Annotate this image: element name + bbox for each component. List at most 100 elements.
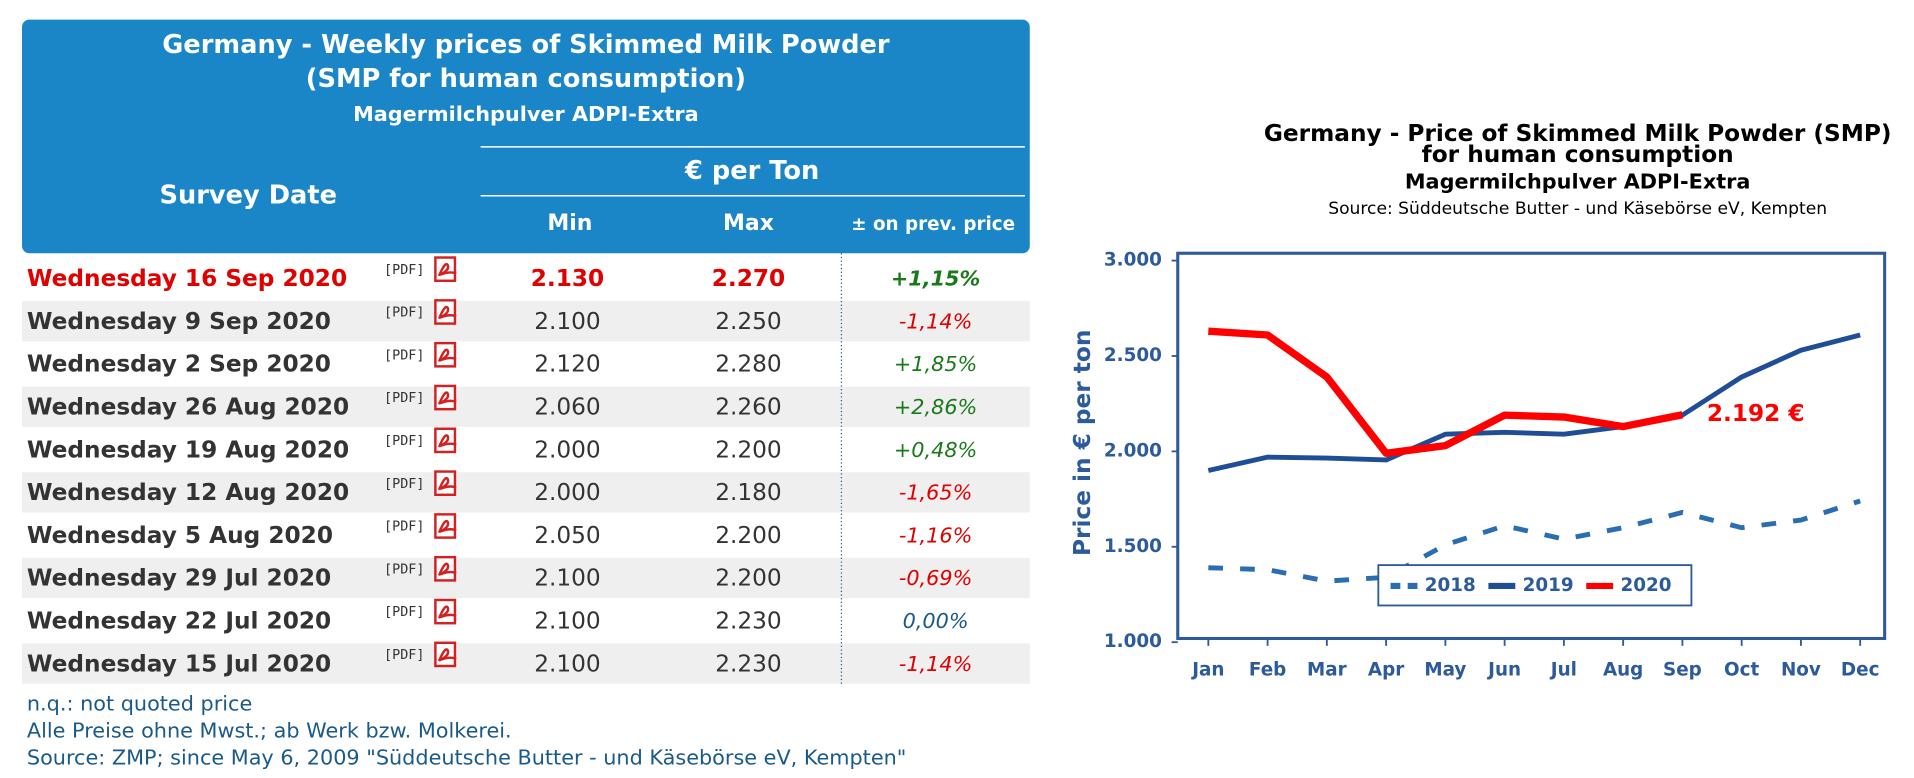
row-date: Wednesday 5 Aug 2020 bbox=[27, 522, 333, 549]
y-tick-label: 1.000 bbox=[1104, 631, 1162, 652]
pdf-label: [PDF] bbox=[384, 520, 424, 535]
pdf-icon[interactable] bbox=[434, 470, 457, 497]
data-annotation: 2.192 € bbox=[1707, 400, 1805, 427]
pdf-label: [PDF] bbox=[384, 306, 424, 321]
pdf-icon[interactable] bbox=[434, 256, 457, 282]
row-min: 2.100 bbox=[534, 607, 600, 634]
x-tick-label: Mar bbox=[1307, 659, 1347, 680]
header-unit: € per Ton bbox=[684, 156, 819, 186]
row-max: 2.200 bbox=[715, 565, 781, 592]
row-max: 2.250 bbox=[715, 308, 781, 335]
pdf-icon[interactable] bbox=[434, 513, 457, 539]
row-max: 2.200 bbox=[715, 436, 781, 463]
table-title: (SMP for human consumption) bbox=[306, 64, 746, 94]
legend-label: 2018 bbox=[1425, 575, 1476, 596]
row-change: +0,48% bbox=[894, 438, 977, 462]
chart-title: for human consumption bbox=[1422, 141, 1734, 168]
x-tick-label: Jun bbox=[1486, 659, 1521, 680]
pdf-label: [PDF] bbox=[384, 605, 424, 620]
row-min: 2.000 bbox=[534, 479, 600, 506]
legend-label: 2019 bbox=[1523, 575, 1574, 596]
plot-frame bbox=[1176, 251, 1887, 641]
pdf-icon[interactable] bbox=[434, 299, 457, 325]
series-line bbox=[1208, 327, 1684, 457]
table-note: Source: ZMP; since May 6, 2009 "Süddeuts… bbox=[27, 745, 906, 769]
y-axis-label: Price in € per ton bbox=[1069, 330, 1096, 556]
row-max: 2.180 bbox=[715, 479, 781, 506]
row-max: 2.260 bbox=[715, 393, 781, 420]
y-tick-label: 1.500 bbox=[1104, 536, 1162, 557]
pdf-icon[interactable] bbox=[434, 427, 457, 454]
table-title: Magermilchpulver ADPI-Extra bbox=[353, 102, 699, 126]
x-tick-label: Aug bbox=[1603, 659, 1643, 680]
table-title: Germany - Weekly prices of Skimmed Milk … bbox=[162, 30, 890, 60]
row-date: Wednesday 22 Jul 2020 bbox=[27, 607, 331, 634]
pdf-icon[interactable] bbox=[434, 555, 457, 582]
table-note: Alle Preise ohne Mwst.; ab Werk bzw. Mol… bbox=[27, 718, 512, 742]
pdf-icon[interactable] bbox=[434, 641, 457, 668]
table-header-bg bbox=[22, 19, 1030, 254]
row-max: 2.270 bbox=[712, 265, 785, 292]
legend-label: 2020 bbox=[1620, 575, 1671, 596]
row-min: 2.000 bbox=[534, 436, 600, 463]
row-max: 2.280 bbox=[715, 351, 781, 378]
x-tick-label: Jul bbox=[1549, 659, 1577, 680]
table-note: n.q.: not quoted price bbox=[27, 692, 252, 716]
row-min: 2.100 bbox=[534, 308, 600, 335]
row-max: 2.230 bbox=[715, 607, 781, 634]
pdf-label: [PDF] bbox=[384, 348, 424, 363]
pdf-label: [PDF] bbox=[384, 562, 424, 577]
row-change: -0,69% bbox=[899, 566, 973, 590]
table-row bbox=[22, 300, 1030, 342]
row-change: +1,85% bbox=[894, 352, 977, 376]
row-min: 2.100 bbox=[534, 565, 600, 592]
row-date: Wednesday 19 Aug 2020 bbox=[27, 436, 349, 463]
y-tick-label: 2.000 bbox=[1104, 440, 1162, 461]
row-change: +1,15% bbox=[891, 267, 981, 291]
x-tick-label: Nov bbox=[1781, 659, 1821, 680]
x-tick-label: Oct bbox=[1724, 659, 1759, 680]
table-row bbox=[22, 258, 1030, 299]
chart-title: Germany - Price of Skimmed Milk Powder (… bbox=[1264, 120, 1892, 147]
pdf-icon[interactable] bbox=[434, 341, 457, 368]
row-change: -1,65% bbox=[899, 481, 973, 505]
table-row bbox=[22, 557, 1030, 599]
pdf-label: [PDF] bbox=[384, 477, 424, 492]
row-change: -1,16% bbox=[899, 523, 973, 547]
legend-box bbox=[1377, 564, 1693, 607]
header-min: Min bbox=[547, 211, 592, 236]
pdf-icon[interactable] bbox=[434, 384, 457, 411]
x-tick-label: Apr bbox=[1368, 659, 1404, 680]
row-date: Wednesday 12 Aug 2020 bbox=[27, 479, 349, 506]
row-min: 2.100 bbox=[534, 650, 600, 677]
row-date: Wednesday 9 Sep 2020 bbox=[27, 308, 331, 335]
row-min: 2.120 bbox=[534, 351, 600, 378]
row-change: +2,86% bbox=[894, 395, 977, 419]
row-date: Wednesday 15 Jul 2020 bbox=[27, 650, 331, 677]
chart-title: Magermilchpulver ADPI-Extra bbox=[1405, 169, 1751, 193]
pdf-icon[interactable] bbox=[434, 598, 457, 625]
row-min: 2.060 bbox=[534, 393, 600, 420]
header-date: Survey Date bbox=[159, 180, 337, 210]
pdf-label: [PDF] bbox=[384, 434, 424, 449]
row-min: 2.050 bbox=[534, 522, 600, 549]
table-row bbox=[22, 343, 1030, 385]
row-min: 2.130 bbox=[531, 265, 604, 292]
row-change: -1,14% bbox=[899, 652, 973, 676]
row-change: -1,14% bbox=[899, 309, 973, 333]
series-line bbox=[1208, 498, 1861, 584]
table-row bbox=[22, 472, 1030, 513]
table-row bbox=[22, 429, 1030, 470]
row-date: Wednesday 29 Jul 2020 bbox=[27, 565, 331, 592]
header-change: ± on prev. price bbox=[851, 214, 1015, 235]
table-row bbox=[22, 514, 1030, 556]
y-tick-label: 2.500 bbox=[1104, 345, 1162, 366]
row-date: Wednesday 26 Aug 2020 bbox=[27, 393, 349, 420]
x-tick-label: May bbox=[1424, 659, 1466, 680]
row-max: 2.200 bbox=[715, 522, 781, 549]
row-max: 2.230 bbox=[715, 650, 781, 677]
table-row bbox=[22, 643, 1030, 684]
row-date: Wednesday 16 Sep 2020 bbox=[27, 265, 347, 292]
x-tick-label: Dec bbox=[1841, 659, 1880, 680]
